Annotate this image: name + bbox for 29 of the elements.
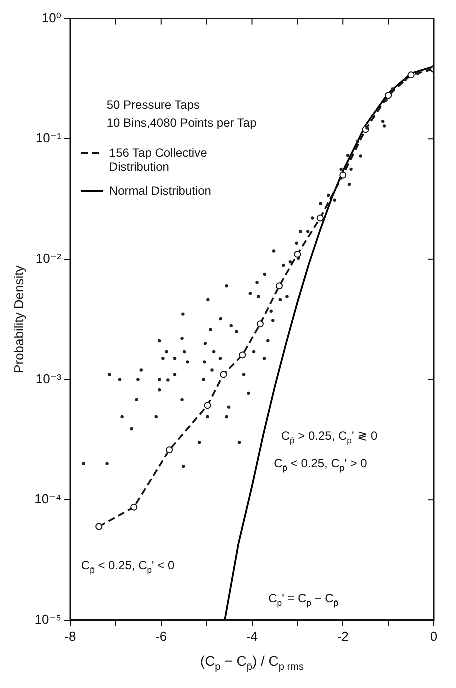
y-tick-label: 10⁻⁴	[34, 492, 62, 507]
y-tick-label: 10⁻³	[36, 371, 62, 386]
point	[204, 402, 212, 410]
x-tick-label: 0	[430, 628, 438, 644]
legend-label: 156 Tap Collective Distribution	[109, 146, 208, 174]
point	[385, 92, 392, 100]
point	[256, 320, 264, 328]
point	[276, 282, 284, 290]
point	[340, 172, 347, 179]
x-tick-label: -2	[337, 628, 349, 644]
point	[294, 250, 302, 258]
y-axis-title: Probability Density	[11, 265, 26, 374]
y-tick-label: 10⁻⁵	[34, 612, 62, 627]
y-tick-label: 10⁰	[42, 10, 62, 26]
point	[239, 352, 246, 359]
x-tick-label: -8	[64, 628, 76, 644]
y-tick-label: 10⁻²	[36, 251, 62, 266]
annotation: 50 Pressure Taps	[106, 98, 200, 112]
point	[220, 371, 228, 378]
annotation: 10 Bins,4080 Points per Tap	[106, 116, 258, 130]
point	[130, 504, 138, 511]
point	[96, 523, 103, 530]
x-tick-label: -4	[246, 628, 258, 644]
y-tick-label: 10⁻¹	[36, 130, 62, 146]
x-tick-label: -6	[156, 628, 168, 644]
legend-label: Normal Distribution	[109, 184, 212, 198]
point	[316, 214, 324, 222]
point	[408, 72, 415, 79]
point	[166, 446, 174, 454]
